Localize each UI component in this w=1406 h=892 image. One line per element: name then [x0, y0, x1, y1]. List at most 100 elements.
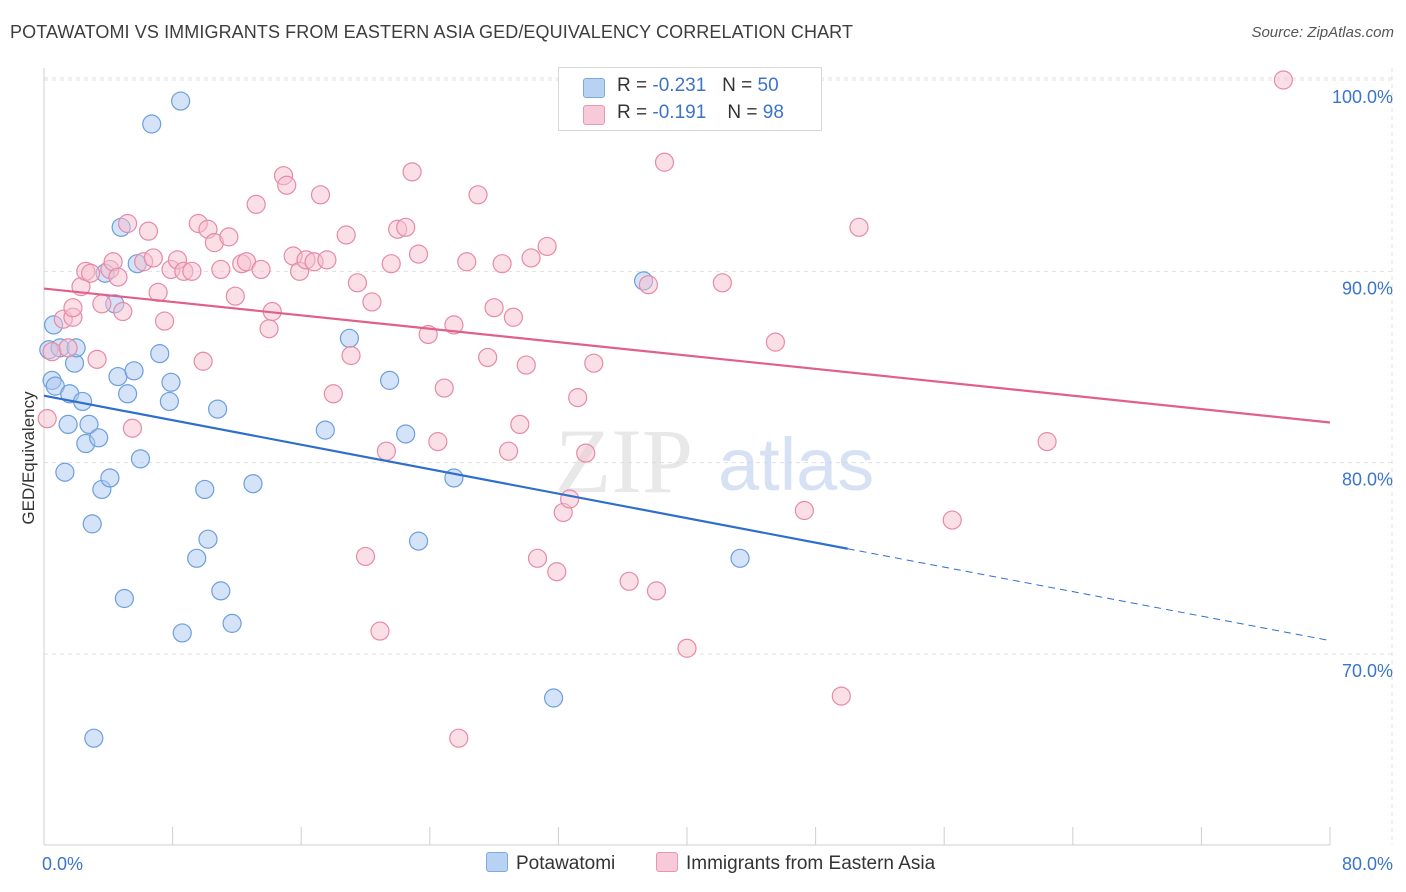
chart-title: POTAWATOMI VS IMMIGRANTS FROM EASTERN AS… — [10, 22, 854, 42]
eastern-asia-point — [638, 275, 659, 295]
eastern-asia-point — [408, 244, 429, 264]
potawatomi-point — [114, 588, 134, 609]
eastern-asia-point — [63, 298, 83, 318]
n-label: N = — [727, 102, 758, 123]
points-layer — [37, 70, 1293, 748]
eastern-asia-point — [87, 349, 107, 369]
potawatomi-legend-swatch — [486, 852, 508, 872]
potawatomi-point — [396, 424, 416, 444]
y-tick-label: 90.0% — [1342, 278, 1393, 298]
eastern-asia-point — [402, 162, 422, 182]
y-tick-label: 80.0% — [1342, 470, 1393, 490]
potawatomi-point — [89, 428, 109, 448]
potawatomi-point — [130, 449, 151, 469]
potawatomi-point — [408, 531, 429, 551]
eastern-asia-swatch — [583, 105, 605, 125]
eastern-asia-point — [58, 338, 78, 358]
eastern-asia-point — [765, 332, 786, 352]
eastern-asia-point — [347, 273, 368, 293]
eastern-asia-point — [336, 225, 356, 245]
eastern-asia-point — [113, 301, 133, 322]
potawatomi-point — [243, 474, 263, 494]
r-value: -0.191 — [652, 102, 707, 123]
eastern-asia-point — [323, 384, 343, 404]
axis-layer: 70.0% 80.0% 90.0% 100.0% 0.0% 80.0% — [42, 68, 1393, 874]
watermark: ZIP atlas — [555, 410, 874, 512]
y-tick-label: 100.0% — [1332, 87, 1393, 107]
eastern-asia-point — [503, 307, 523, 327]
eastern-asia-point — [396, 217, 416, 237]
eastern-asia-point — [225, 286, 245, 306]
eastern-asia-point — [246, 194, 266, 214]
potawatomi-point — [172, 623, 192, 643]
eastern-asia-point — [108, 267, 128, 287]
eastern-asia-point — [182, 261, 202, 281]
potawatomi-point — [117, 384, 138, 404]
potawatomi-point — [195, 479, 215, 500]
potawatomi-point — [543, 688, 564, 708]
eastern-asia-point — [376, 441, 396, 461]
potawatomi-point — [159, 391, 179, 412]
x-tick-label: 80.0% — [1342, 854, 1393, 874]
potawatomi-point — [208, 399, 228, 419]
potawatomi-point — [142, 114, 162, 134]
eastern-asia-point — [568, 388, 588, 408]
eastern-asia-point — [492, 254, 512, 274]
eastern-asia-point — [468, 185, 488, 205]
eastern-asia-point — [619, 571, 639, 591]
eastern-asia-point — [484, 298, 504, 318]
potawatomi-point — [171, 91, 191, 111]
potawatomi-point — [339, 328, 360, 348]
eastern-asia-point — [794, 500, 814, 521]
potawatomi-point — [100, 468, 120, 488]
potawatomi-point — [198, 529, 218, 549]
eastern-asia-point — [193, 351, 213, 371]
eastern-asia-point — [457, 252, 477, 272]
eastern-asia-point — [428, 432, 448, 452]
eastern-asia-point — [537, 236, 557, 257]
eastern-asia-point — [143, 248, 163, 268]
potawatomi-point — [79, 414, 99, 434]
n-value: 50 — [757, 75, 779, 96]
x-tick-label: 0.0% — [42, 854, 83, 874]
eastern-asia-point — [712, 273, 732, 293]
eastern-asia-point — [584, 353, 604, 373]
potawatomi-point — [187, 548, 207, 568]
eastern-asia-point — [211, 259, 231, 280]
eastern-asia-point — [498, 441, 519, 461]
eastern-asia-point — [381, 254, 401, 274]
potawatomi-trendline — [43, 394, 848, 550]
legend-label: Immigrants from Eastern Asia — [686, 853, 936, 874]
eastern-asia-point — [434, 378, 454, 398]
r-label: R = — [617, 102, 648, 123]
eastern-asia-point — [81, 263, 101, 283]
y-tick-label: 70.0% — [1342, 661, 1393, 681]
eastern-asia-point — [219, 227, 239, 247]
potawatomi-point — [315, 420, 335, 440]
stats-legend: R = -0.231 N = 50 R = -0.191 N = 98 — [558, 67, 822, 131]
potawatomi-point — [124, 361, 144, 381]
eastern-asia-point — [547, 562, 567, 582]
eastern-asia-point — [277, 175, 297, 195]
r-value: -0.231 — [652, 75, 707, 96]
potawatomi-point — [108, 366, 128, 387]
potawatomi-trendline-extension — [847, 548, 1331, 642]
eastern-asia-point — [362, 292, 382, 312]
potawatomi-point — [84, 728, 104, 748]
eastern-asia-point — [251, 259, 271, 280]
eastern-asia-point — [122, 418, 143, 438]
n-value: 98 — [762, 102, 784, 123]
eastern-asia-point — [1037, 432, 1057, 452]
potawatomi-point — [55, 462, 75, 482]
eastern-asia-point — [310, 185, 331, 205]
eastern-asia-point — [370, 621, 390, 641]
eastern-asia-point — [521, 248, 541, 268]
eastern-asia-point — [138, 221, 159, 241]
eastern-asia-point — [654, 152, 675, 172]
eastern-asia-point — [92, 294, 112, 314]
eastern-asia-legend-swatch — [656, 852, 678, 872]
potawatomi-swatch — [583, 78, 605, 98]
eastern-asia-point — [355, 546, 376, 567]
eastern-asia-point — [478, 347, 498, 368]
